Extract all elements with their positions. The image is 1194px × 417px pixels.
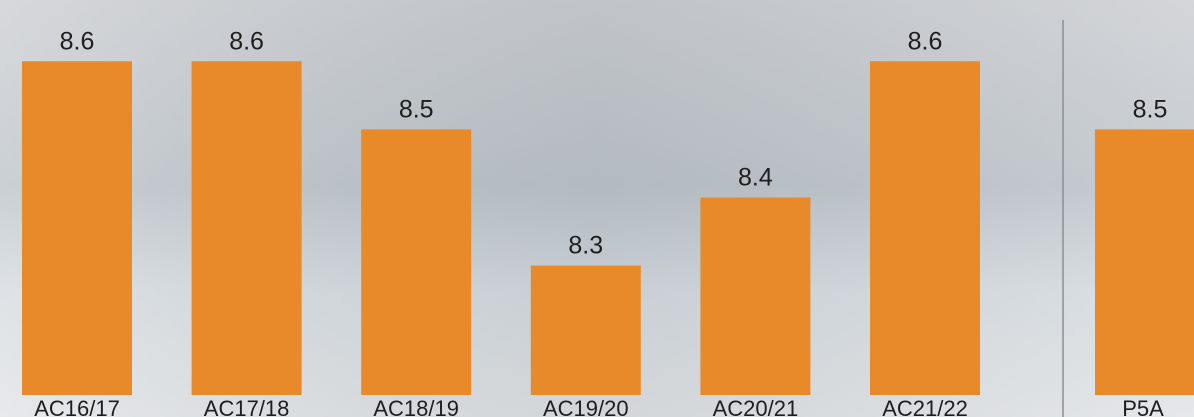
value-label: 8.5 (399, 95, 434, 123)
value-label: 8.6 (229, 27, 264, 55)
value-label: 8.5 (1133, 95, 1168, 123)
x-tick-label: AC19/20 (543, 396, 629, 417)
x-tick-label: AC16/17 (34, 396, 120, 417)
x-tick-label: AC20/21 (713, 396, 799, 417)
bar (870, 61, 980, 396)
bar (530, 265, 641, 395)
x-tick-label: AC21/22 (882, 396, 968, 417)
bar (22, 61, 132, 396)
bar (191, 61, 302, 396)
value-label: 8.6 (60, 27, 95, 55)
bar (361, 129, 472, 395)
x-tick-label: AC18/19 (373, 396, 459, 417)
value-label: 8.4 (738, 164, 773, 192)
bar (700, 197, 811, 395)
value-label: 8.3 (568, 232, 603, 260)
value-label: 8.6 (908, 27, 943, 55)
x-tick-label: AC17/18 (204, 396, 290, 417)
bar (1095, 129, 1194, 395)
x-tick-label: P5A (1122, 396, 1164, 417)
